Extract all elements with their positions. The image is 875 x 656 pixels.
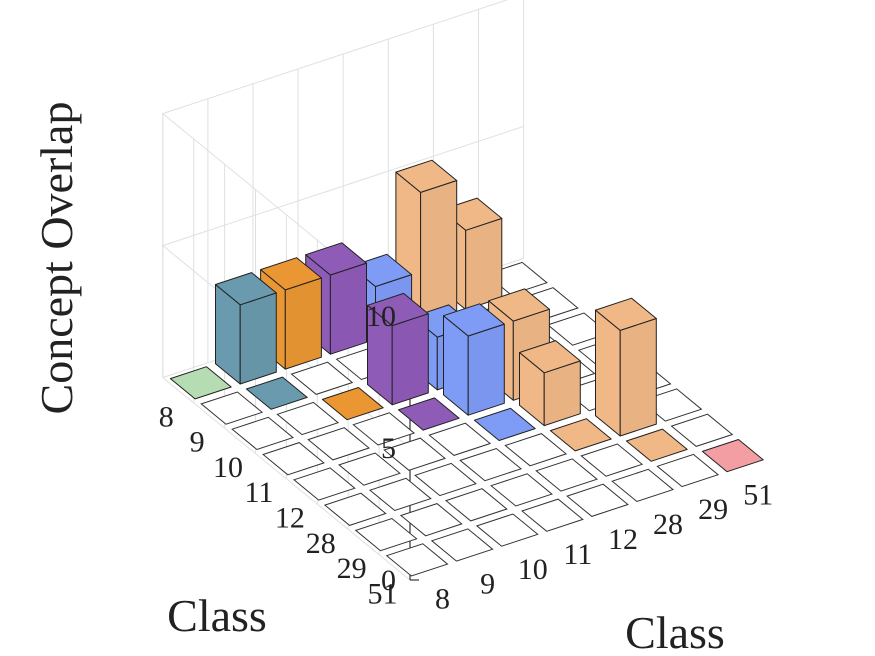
y-tick-label: 10	[518, 553, 548, 586]
floor-cell	[430, 528, 494, 562]
y-tick-label: 8	[435, 583, 450, 616]
y-tick-label: 12	[608, 523, 638, 556]
floor-cell	[323, 492, 387, 526]
floor-cell	[368, 477, 432, 512]
floor-cell	[354, 517, 418, 552]
x-tick-label: 12	[275, 501, 305, 534]
floor-cell	[475, 513, 539, 547]
bar-top	[549, 418, 612, 452]
floor-cell	[231, 416, 295, 451]
bar-front	[420, 180, 458, 325]
floor-cell	[520, 498, 584, 532]
floor-cell	[611, 468, 675, 503]
bar-8-9	[215, 272, 277, 385]
bar-top	[367, 292, 429, 327]
x-tick-label: 9	[190, 426, 205, 459]
bar-top	[321, 387, 384, 421]
x-tick-label: 10	[213, 451, 243, 484]
z-axis-title: Concept Overlap	[31, 102, 82, 415]
bar-8-8	[169, 366, 232, 400]
bar-top	[215, 272, 277, 306]
y-axis-title: Class	[625, 607, 725, 656]
floor-cell	[504, 433, 568, 467]
bar-51-51	[701, 439, 764, 473]
bar-top	[169, 366, 232, 400]
bar-top	[260, 257, 322, 291]
bar-top	[245, 376, 308, 410]
bar-28-29	[595, 297, 657, 437]
bar-10-10	[321, 387, 384, 421]
floor-cell	[490, 473, 553, 507]
y-tick-label: 9	[480, 568, 495, 601]
bar-11-11	[397, 397, 460, 431]
floor-cell	[292, 467, 356, 501]
bar-28-28	[549, 418, 612, 452]
bar-top	[701, 439, 764, 473]
floor-cell	[290, 361, 354, 395]
x-tick-label: 28	[306, 527, 336, 560]
bar-front	[467, 323, 505, 416]
bar-top	[488, 288, 550, 322]
floor-cell	[399, 503, 463, 537]
bar-top	[443, 303, 505, 337]
z-tick-label: 0	[381, 564, 396, 597]
y-tick-label: 28	[653, 508, 683, 541]
floor-cell	[338, 452, 401, 486]
y-tick-label: 51	[743, 478, 773, 511]
floor-cell	[307, 427, 371, 461]
floor-cell	[566, 483, 629, 517]
floor-cell	[656, 453, 720, 488]
bar-10-11	[367, 292, 429, 406]
bar-layer	[169, 159, 764, 473]
y-tick-label: 11	[563, 538, 592, 571]
z-tick-label: 5	[381, 432, 396, 465]
x-tick-label: 29	[337, 552, 367, 585]
bar-front	[619, 318, 657, 437]
bar-top	[595, 297, 657, 331]
bar-top	[305, 242, 367, 276]
floor-cell	[459, 447, 523, 482]
bar-front	[391, 313, 429, 406]
floor-cell	[200, 391, 264, 425]
floor-cell	[670, 413, 734, 447]
z-tick-label: 10	[366, 300, 396, 333]
floor-cell	[428, 422, 492, 456]
floor-cell	[262, 442, 325, 476]
floor-cell	[535, 458, 599, 492]
floor-cell	[385, 543, 449, 577]
x-axis-title: Class	[167, 590, 267, 641]
label-layer: Concept Overlap Class Class 051089101112…	[31, 102, 773, 656]
bar-front	[239, 292, 277, 385]
bar-top	[395, 159, 458, 193]
bar-29-29	[625, 428, 688, 462]
y-tick-label: 29	[698, 493, 728, 526]
bar-front	[329, 262, 367, 355]
floor-cell	[276, 401, 340, 436]
bar-9-9	[245, 376, 308, 410]
bar-front	[284, 277, 322, 370]
bar-12-12	[473, 407, 536, 441]
floor-cell	[383, 437, 447, 471]
bar-11-12	[443, 303, 505, 416]
x-tick-label: 8	[159, 400, 174, 433]
floor-cell	[580, 443, 644, 477]
bar-top	[473, 407, 536, 441]
bar-top	[519, 340, 581, 374]
floor-cell	[444, 488, 508, 522]
bar-top	[397, 397, 460, 431]
floor-cell	[414, 462, 477, 497]
bar-front	[465, 217, 503, 310]
bar-12-28	[519, 340, 581, 427]
floor-cell	[352, 412, 416, 446]
bar-side	[595, 309, 621, 437]
bar-top	[625, 428, 688, 462]
x-tick-label: 11	[245, 476, 274, 509]
x-tick-label: 51	[368, 577, 398, 610]
